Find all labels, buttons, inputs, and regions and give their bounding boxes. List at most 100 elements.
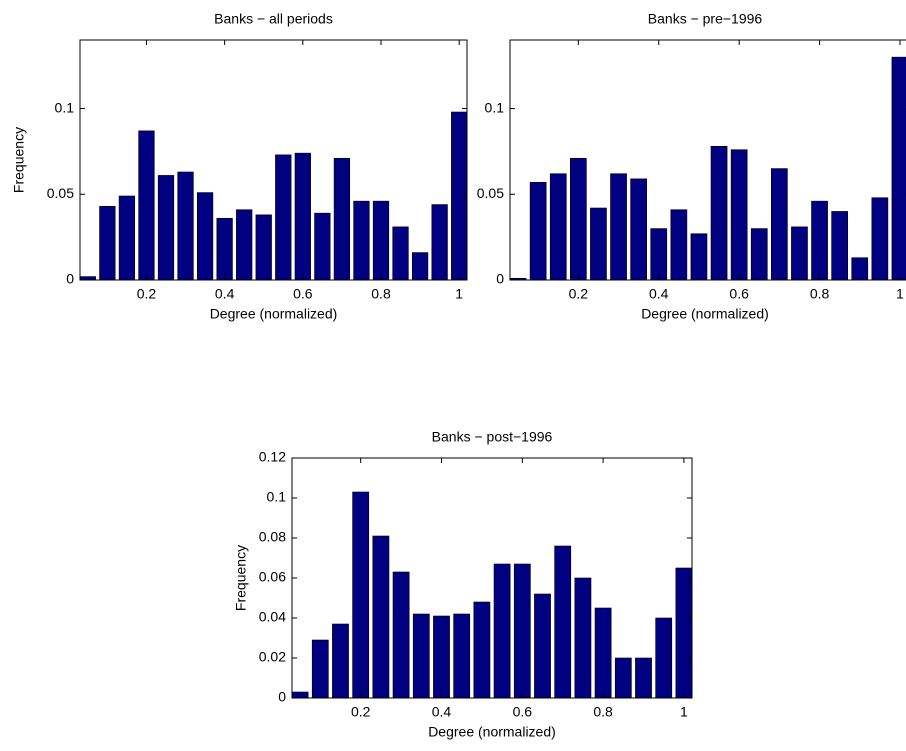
bar <box>157 175 175 281</box>
bar <box>236 209 253 281</box>
bar <box>411 252 429 281</box>
y-tick-label: 0.1 <box>267 489 287 505</box>
y-tick-label: 0.1 <box>55 99 75 115</box>
bar <box>675 567 693 699</box>
bar <box>138 130 155 281</box>
bar <box>549 173 567 281</box>
x-tick-label: 0.6 <box>513 704 533 720</box>
bar <box>275 154 292 281</box>
plot-frame <box>291 457 693 699</box>
plot-border <box>509 39 906 281</box>
bar <box>811 200 828 281</box>
x-tick-label: 0.6 <box>293 286 313 302</box>
bar <box>216 217 233 281</box>
bar <box>392 226 409 281</box>
bar <box>311 639 329 699</box>
y-tick-label: 0 <box>496 271 504 287</box>
plot-frame <box>79 39 468 281</box>
x-tick-label: 0.6 <box>729 286 749 302</box>
plot-border <box>79 39 468 281</box>
bar <box>473 601 491 699</box>
x-tick-label: 1 <box>455 286 463 302</box>
bar <box>630 178 647 281</box>
bar <box>750 228 768 281</box>
x-tick-label: 0.2 <box>137 286 157 302</box>
bar <box>614 657 632 699</box>
x-tick-label: 0.8 <box>810 286 830 302</box>
bar <box>710 145 728 281</box>
bar <box>99 205 116 281</box>
bar <box>392 571 410 699</box>
x-tick-label: 0.2 <box>569 286 589 302</box>
bar <box>610 173 627 281</box>
bar <box>655 617 673 699</box>
bar <box>453 613 471 699</box>
y-axis-label: Frequency <box>233 545 249 611</box>
y-tick-label: 0.06 <box>259 569 286 585</box>
bar <box>650 228 668 281</box>
x-axis-label: Degree (normalized) <box>428 724 556 740</box>
bar <box>493 563 511 699</box>
bar <box>372 535 390 699</box>
x-tick-label: 1 <box>896 286 904 302</box>
chart-title: Banks − all periods <box>214 11 333 27</box>
x-tick-label: 0.4 <box>432 704 452 720</box>
bar <box>534 593 551 699</box>
chart-title: Banks − pre−1996 <box>648 11 763 27</box>
bar <box>433 615 450 699</box>
x-axis-label: Degree (normalized) <box>641 306 769 322</box>
bar <box>333 157 351 281</box>
bar <box>412 613 430 699</box>
bar <box>294 152 311 281</box>
bar <box>851 257 869 281</box>
bar <box>891 56 906 281</box>
x-tick-label: 0.8 <box>371 286 391 302</box>
x-tick-label: 0.4 <box>649 286 669 302</box>
x-axis-label: Degree (normalized) <box>210 306 338 322</box>
bar <box>771 168 788 281</box>
bar <box>353 200 370 281</box>
bar <box>690 233 708 281</box>
x-tick-label: 0.4 <box>215 286 235 302</box>
bar <box>291 691 309 699</box>
bar <box>594 607 612 699</box>
bar <box>118 195 136 281</box>
y-axis-label: Frequency <box>11 127 27 193</box>
y-tick-label: 0.1 <box>485 99 505 115</box>
bar <box>332 623 349 699</box>
y-tick-label: 0.05 <box>47 185 74 201</box>
bar <box>314 212 331 281</box>
bar <box>177 171 194 281</box>
bar <box>590 207 607 281</box>
bar <box>791 226 808 281</box>
bar <box>730 149 748 281</box>
bar <box>574 577 592 699</box>
bar <box>352 491 370 699</box>
x-tick-label: 0.2 <box>351 704 371 720</box>
bar <box>451 111 468 281</box>
x-tick-label: 0.8 <box>593 704 613 720</box>
bar <box>635 657 652 699</box>
bar <box>554 545 572 699</box>
y-tick-label: 0.08 <box>259 529 286 545</box>
bar <box>670 209 688 281</box>
y-tick-label: 0 <box>66 271 74 287</box>
bar <box>831 211 848 281</box>
bar <box>513 563 531 699</box>
y-tick-label: 0 <box>278 689 286 705</box>
bar <box>431 204 448 281</box>
x-tick-label: 1 <box>680 704 688 720</box>
chart-title: Banks − post−1996 <box>432 429 553 445</box>
y-tick-label: 0.12 <box>259 449 286 465</box>
bar <box>79 276 96 281</box>
bar <box>196 192 214 281</box>
bar <box>570 157 587 281</box>
bar <box>871 197 889 281</box>
bar <box>372 200 390 281</box>
y-tick-label: 0.02 <box>259 649 286 665</box>
y-tick-label: 0.04 <box>259 609 286 625</box>
bar <box>529 181 547 281</box>
bar <box>255 214 272 281</box>
y-tick-label: 0.05 <box>477 185 504 201</box>
